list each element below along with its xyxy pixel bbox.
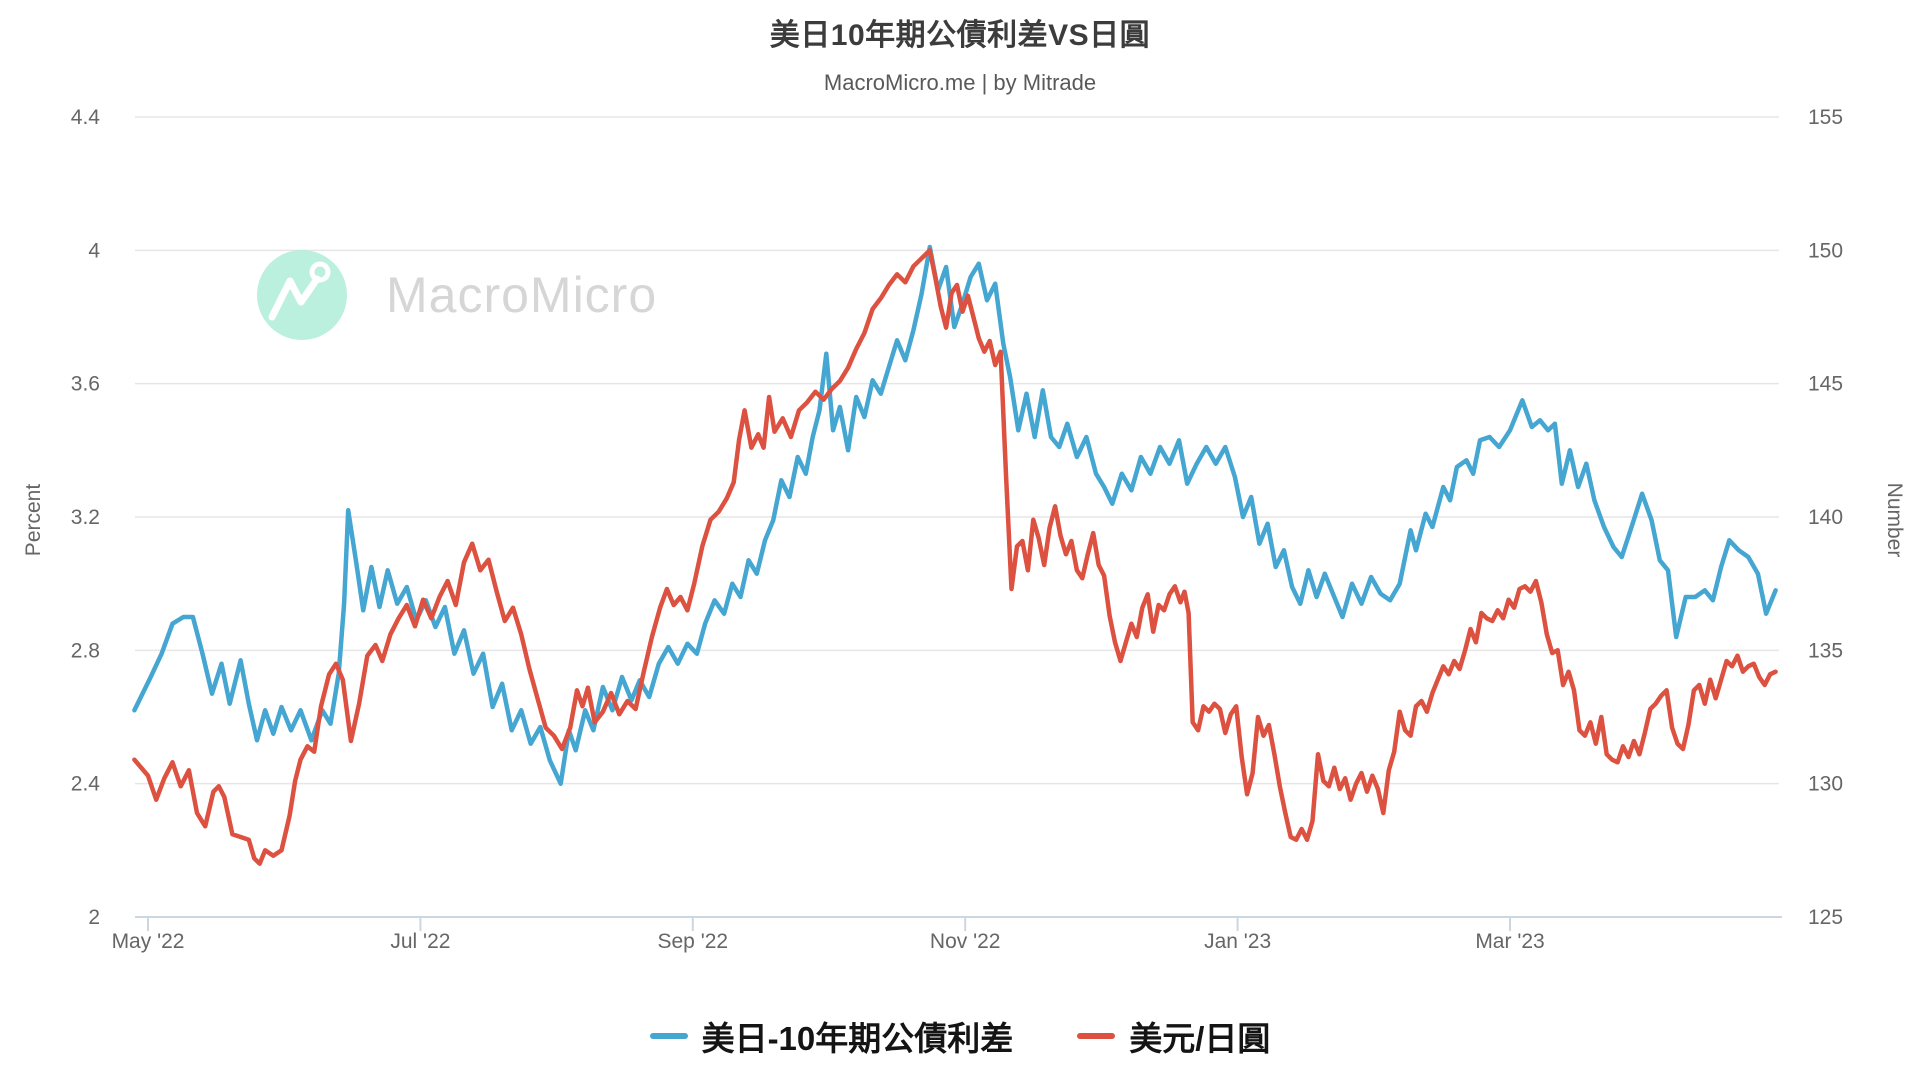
right-axis-tick-label: 135 xyxy=(1808,639,1843,662)
x-axis-tick-label: Nov '22 xyxy=(930,930,1001,953)
right-axis-tick-label: 145 xyxy=(1808,373,1843,396)
left-axis-tick-label: 2.4 xyxy=(71,773,101,796)
series-lines xyxy=(132,244,1778,866)
legend-entry-spread[interactable]: 美日-10年期公債利差 xyxy=(649,1012,1014,1060)
right-axis-tick-label: 140 xyxy=(1808,506,1843,529)
x-axis-tick-label: Mar '23 xyxy=(1475,930,1544,953)
logo-ring-icon xyxy=(309,261,331,283)
macromicro-watermark: MacroMicro xyxy=(257,250,657,340)
x-axis-tick-label: Jan '23 xyxy=(1204,930,1271,953)
left-axis-tick-label: 4 xyxy=(88,239,100,262)
page-title: 美日10年期公債利差VS日圓 xyxy=(769,19,1151,52)
x-axis-tick-label: May '22 xyxy=(112,930,185,953)
legend-entry-usdjpy[interactable]: 美元/日圓 xyxy=(1077,1012,1270,1060)
left-axis-tick-label: 4.4 xyxy=(71,106,101,129)
series-line-spread[interactable] xyxy=(132,244,1778,786)
left-axis-tick-label: 3.2 xyxy=(71,506,100,529)
legend-dash-red-icon xyxy=(1077,1033,1116,1039)
legend-label-usdjpy: 美元/日圓 xyxy=(1129,1020,1271,1057)
gridlines xyxy=(135,116,1779,785)
left-axis-tick-label: 2 xyxy=(88,906,100,929)
right-axis-title: Number xyxy=(1883,483,1906,558)
right-axis-tick-label: 155 xyxy=(1808,106,1843,129)
chart-subtitle: MacroMicro.me | by Mitrade xyxy=(823,70,1097,95)
watermark-text: MacroMicro xyxy=(386,267,657,323)
right-axis-tick-label: 125 xyxy=(1808,906,1843,929)
x-axis-tick-label: Sep '22 xyxy=(658,930,729,953)
legend-label-spread: 美日-10年期公債利差 xyxy=(701,1020,1014,1057)
legend: 美日-10年期公債利差 美元/日圓 xyxy=(0,1012,1920,1060)
series-line-usdjpy[interactable] xyxy=(132,248,1778,866)
left-axis-title: Percent xyxy=(22,484,45,557)
x-axis-tick-label: Jul '22 xyxy=(390,930,450,953)
left-axis-tick-label: 3.6 xyxy=(71,373,100,396)
axes: 4.4 4 3.6 3.2 2.8 2.4 2 155 150 145 140 135 130 125 Ma… xyxy=(71,106,1843,953)
logo-zigzag-icon xyxy=(268,275,321,321)
left-axis-tick-label: 2.8 xyxy=(71,639,100,662)
right-axis-tick-label: 130 xyxy=(1808,773,1843,796)
legend-dash-blue-icon xyxy=(649,1033,688,1039)
right-axis-tick-label: 150 xyxy=(1808,239,1843,262)
